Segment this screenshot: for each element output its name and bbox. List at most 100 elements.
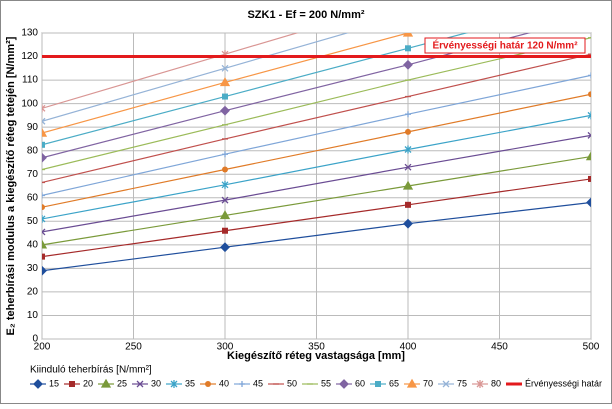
y-tick-label: 120 <box>21 51 38 62</box>
series-line <box>42 74 591 197</box>
marker <box>42 253 45 260</box>
marker <box>588 72 591 79</box>
y-tick-label: 70 <box>27 169 39 180</box>
annotation-box <box>424 37 586 54</box>
marker <box>588 175 591 182</box>
y-tick-label: 60 <box>27 192 39 203</box>
marker <box>222 227 228 234</box>
marker <box>42 239 48 249</box>
series-line <box>42 33 299 109</box>
marker <box>406 378 418 388</box>
marker <box>402 180 414 190</box>
marker <box>42 214 46 223</box>
marker <box>405 128 411 135</box>
y-tick-label: 0 <box>32 334 38 345</box>
series-line <box>42 33 350 122</box>
marker <box>205 381 211 387</box>
series-line <box>42 155 591 246</box>
marker <box>221 64 229 72</box>
marker <box>42 228 46 236</box>
legend-label: 40 <box>219 378 229 388</box>
x-tick-label: 250 <box>125 342 142 353</box>
marker <box>42 204 45 211</box>
marker <box>69 381 75 387</box>
marker <box>42 117 46 125</box>
legend-label: 30 <box>151 378 161 388</box>
legend-label: 45 <box>253 378 263 388</box>
marker <box>221 196 229 204</box>
y-tick-label: 80 <box>27 145 39 156</box>
marker <box>222 166 228 173</box>
marker <box>476 380 484 388</box>
marker <box>220 242 230 253</box>
marker <box>219 77 231 87</box>
marker <box>136 380 144 388</box>
legend-title: Kiinduló teherbírás [N/mm²] <box>30 365 152 376</box>
marker <box>585 151 591 161</box>
annotation: Érvényességi határ 120 N/mm² <box>432 39 578 52</box>
plot-series <box>42 33 591 276</box>
marker <box>222 93 228 100</box>
y-tick-label: 100 <box>21 98 38 109</box>
marker <box>404 145 412 154</box>
x-tick-label: 300 <box>217 342 234 353</box>
series-line <box>42 93 591 208</box>
y-tick-label: 130 <box>21 28 38 39</box>
marker <box>404 163 412 171</box>
x-tick-label: 350 <box>308 342 325 353</box>
series-line <box>42 53 591 184</box>
y-tick-label: 110 <box>22 75 38 86</box>
marker <box>221 180 229 189</box>
series-line <box>42 201 591 272</box>
marker <box>403 59 413 70</box>
series-line <box>42 178 591 258</box>
marker <box>405 111 411 118</box>
legend-label: 60 <box>355 378 365 388</box>
chart-title: SZK1 - Ef = 200 N/mm² <box>247 9 364 21</box>
marker <box>42 104 46 113</box>
marker <box>220 105 230 116</box>
legend-label: 65 <box>389 378 399 388</box>
legend-label: 50 <box>287 378 297 388</box>
y-tick-label: 30 <box>27 263 39 274</box>
legend-label: Érvényességi határ <box>525 378 602 388</box>
marker <box>587 111 591 120</box>
marker <box>405 201 411 208</box>
marker <box>402 33 414 37</box>
marker <box>42 152 47 163</box>
legend-label: 20 <box>83 378 93 388</box>
marker <box>33 379 43 389</box>
series-line <box>42 134 591 233</box>
y-tick-label: 40 <box>27 239 39 250</box>
x-tick-label: 400 <box>400 342 417 353</box>
series-line <box>42 114 591 220</box>
marker <box>100 378 112 388</box>
marker <box>219 210 231 220</box>
legend-label: 80 <box>491 378 501 388</box>
series-line <box>42 37 591 171</box>
series-line <box>42 33 469 146</box>
marker <box>405 45 411 52</box>
y-tick-label: 20 <box>27 287 39 298</box>
y-tick-label: 50 <box>27 216 39 227</box>
legend-label: 55 <box>321 378 331 388</box>
marker <box>375 381 381 387</box>
y-tick-label: 90 <box>27 122 39 133</box>
marker <box>239 381 245 387</box>
legend-label: 75 <box>457 378 467 388</box>
y-tick-label: 10 <box>27 310 39 321</box>
legend-label: 15 <box>49 378 59 388</box>
x-axis-label: Kiegészítő réteg vastagsága [mm] <box>227 350 405 362</box>
marker <box>442 380 450 388</box>
x-tick-label: 450 <box>491 342 508 353</box>
marker <box>170 380 178 388</box>
marker <box>586 197 591 208</box>
marker <box>339 379 349 389</box>
y-axis-label: E₂ teherbírási modulus a kiegészítő réte… <box>5 36 17 335</box>
marker <box>42 265 47 276</box>
marker <box>403 218 413 229</box>
x-tick-label: 500 <box>583 342 600 353</box>
marker <box>42 192 45 199</box>
legend-label: 70 <box>423 378 433 388</box>
